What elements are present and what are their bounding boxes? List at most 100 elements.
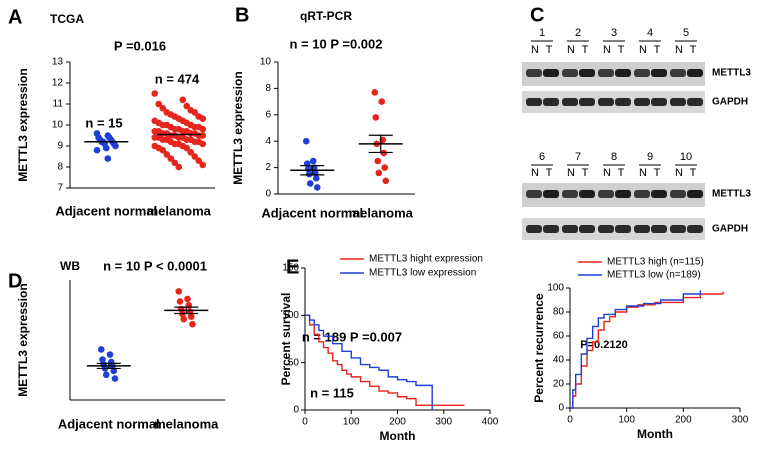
x-tick-label: Adjacent normal	[55, 203, 157, 218]
data-point	[184, 295, 191, 303]
data-point	[374, 157, 382, 165]
x-axis-title: Month	[380, 429, 416, 443]
lane-number: 4	[647, 27, 653, 39]
lane-number: 9	[647, 151, 653, 163]
blot-band	[687, 98, 703, 106]
blot-band	[598, 98, 614, 106]
y-tick-label: 10	[52, 120, 64, 131]
series-line	[305, 314, 433, 410]
data-point	[381, 164, 389, 171]
y-tick-label: 80	[553, 307, 565, 318]
data-point	[306, 180, 314, 187]
blot-band	[670, 98, 686, 106]
band-label: METTL3	[712, 189, 751, 200]
data-point	[159, 104, 167, 112]
data-point	[104, 155, 112, 162]
x-tick-label: 400	[482, 417, 499, 428]
data-point	[189, 320, 196, 328]
data-point	[187, 313, 195, 320]
data-point	[199, 161, 207, 169]
data-point	[195, 157, 203, 164]
lane-label: N	[675, 167, 683, 179]
annotation: P =0.016	[114, 38, 166, 53]
y-tick-label: 20	[553, 379, 565, 390]
lane-label: T	[546, 167, 553, 179]
data-point	[110, 367, 118, 375]
data-point	[102, 144, 110, 152]
data-point	[371, 89, 379, 96]
data-point	[199, 125, 207, 133]
y-tick-label: 9	[57, 141, 63, 152]
data-point	[112, 142, 119, 150]
blot-band	[670, 69, 686, 77]
x-tick-label: Adjacent normal	[58, 416, 160, 431]
lane-label: N	[603, 44, 611, 56]
blot-band	[526, 98, 542, 106]
lane-label: N	[639, 44, 647, 56]
y-tick-label: 4	[265, 136, 271, 147]
data-point	[305, 170, 313, 178]
lane-label: T	[618, 44, 625, 56]
data-point	[372, 114, 380, 121]
data-point	[93, 146, 101, 154]
blot-band	[543, 190, 559, 198]
blot-band	[687, 190, 703, 198]
data-point	[159, 146, 167, 154]
blot-band	[562, 190, 578, 198]
lane-number: 5	[683, 27, 689, 39]
data-point	[312, 174, 320, 182]
y-tick-label: 150	[282, 263, 299, 274]
data-point	[102, 371, 110, 379]
blot-band	[543, 225, 559, 233]
data-point	[97, 346, 105, 353]
data-point	[163, 151, 171, 158]
lane-number: 1	[539, 27, 545, 39]
blot-band	[562, 98, 578, 106]
lane-label: T	[546, 44, 553, 56]
data-point	[191, 153, 199, 160]
y-tick-label: 40	[553, 355, 565, 366]
data-point	[302, 137, 310, 145]
blot-band	[615, 69, 631, 77]
data-point	[171, 159, 179, 167]
data-point	[183, 102, 191, 110]
y-tick-label: 7	[57, 183, 63, 194]
data-point	[382, 177, 390, 185]
data-point	[380, 149, 388, 157]
y-tick-label: 8	[57, 162, 63, 173]
lane-label: N	[531, 44, 539, 56]
annotation: n = 10 P < 0.0001	[103, 258, 207, 273]
y-tick-label: 10	[260, 57, 272, 68]
panel-letter: C	[530, 4, 544, 26]
annotation: n = 15	[85, 115, 122, 130]
x-tick-label: melanoma	[154, 416, 219, 431]
lane-label: T	[618, 167, 625, 179]
blot-band	[579, 190, 595, 198]
x-tick-label: melanoma	[349, 205, 414, 220]
y-tick-label: 12	[52, 78, 64, 89]
lane-label: T	[582, 44, 589, 56]
y-tick-label: 2	[265, 162, 271, 173]
annotation: n = 10 P =0.002	[290, 36, 383, 51]
y-axis-title: Percent recurrence	[532, 293, 546, 403]
data-point	[378, 98, 386, 105]
lane-number: 10	[680, 151, 692, 163]
lane-number: 2	[575, 27, 581, 39]
y-axis-title: Percent survival	[279, 293, 293, 386]
data-point	[375, 169, 383, 177]
data-point	[180, 315, 188, 323]
lane-label: N	[531, 167, 539, 179]
blot-band	[634, 69, 650, 77]
legend-label: METTL3 low (n=189)	[607, 270, 701, 281]
lane-label: N	[603, 167, 611, 179]
lane-label: T	[690, 167, 697, 179]
data-point	[175, 288, 183, 295]
lane-number: 3	[611, 27, 617, 39]
y-tick-label: 0	[293, 405, 299, 416]
series-line	[570, 291, 724, 409]
x-tick-label: melanoma	[147, 203, 212, 218]
x-tick-label: 200	[389, 417, 406, 428]
lane-label: T	[582, 167, 589, 179]
lane-label: N	[639, 167, 647, 179]
